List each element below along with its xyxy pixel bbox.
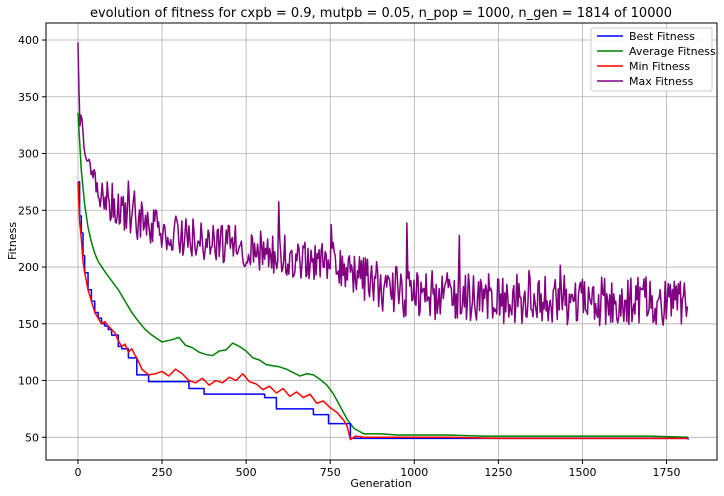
legend: Best Fitness Average Fitness Min Fitness… xyxy=(590,27,716,92)
ticks: 0 250 500 750 1000 1250 1500 1750 50 100 150 200 250… xyxy=(18,34,681,479)
y-tick-label: 100 xyxy=(18,375,39,388)
series-layer xyxy=(77,42,689,441)
legend-label-max: Max Fitness xyxy=(629,75,694,88)
y-axis-label: Fitness xyxy=(6,222,19,260)
series-line-average-fitness xyxy=(77,112,689,439)
x-tick-label: 750 xyxy=(320,466,341,479)
plot-frame xyxy=(45,22,718,461)
legend-box xyxy=(590,27,713,92)
y-tick-label: 300 xyxy=(18,148,39,161)
x-tick-label: 500 xyxy=(236,466,257,479)
y-tick-label: 50 xyxy=(25,431,39,444)
x-tick-label: 0 xyxy=(74,466,81,479)
x-tick-label: 1500 xyxy=(568,466,596,479)
series-line-best-fitness xyxy=(77,181,689,440)
y-tick-label: 350 xyxy=(18,91,39,104)
y-tick-label: 400 xyxy=(18,34,39,47)
series-line-max-fitness xyxy=(77,42,689,327)
x-tick-label: 1250 xyxy=(484,466,512,479)
x-tick-label: 1750 xyxy=(653,466,681,479)
legend-label-best: Best Fitness xyxy=(629,30,695,43)
x-axis-label: Generation xyxy=(350,477,411,490)
legend-label-average: Average Fitness xyxy=(629,45,716,58)
y-tick-label: 250 xyxy=(18,204,39,217)
x-tick-label: 1000 xyxy=(400,466,428,479)
chart-title: evolution of fitness for cxpb = 0.9, mut… xyxy=(90,6,672,21)
x-tick-label: 250 xyxy=(152,466,173,479)
y-tick-label: 150 xyxy=(18,318,39,331)
y-tick-label: 200 xyxy=(18,261,39,274)
series-line-min-fitness xyxy=(77,181,689,441)
legend-label-min: Min Fitness xyxy=(629,60,690,73)
